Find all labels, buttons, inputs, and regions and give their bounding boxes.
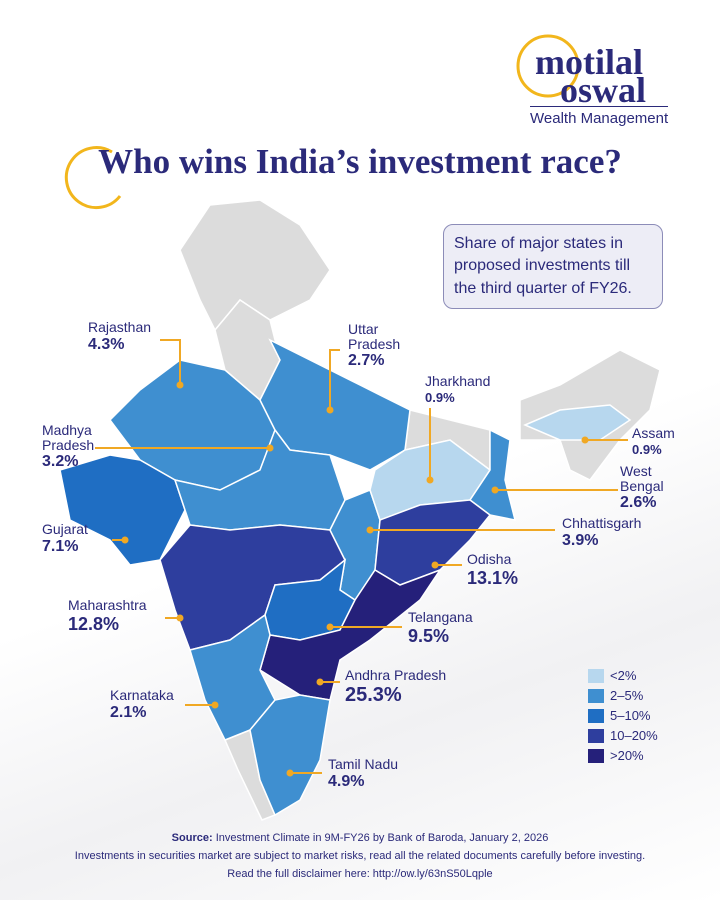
legend-item: 5–10% [588, 708, 650, 723]
source: Investment Climate in 9M-FY26 by Bank of… [215, 832, 549, 844]
legend-item: <2% [588, 668, 636, 683]
state-name: Assam [632, 425, 675, 441]
state-name: Jharkhand [425, 373, 491, 389]
state-label: Madhya Pradesh 3.2% [42, 423, 122, 471]
legend-item: 2–5% [588, 688, 643, 703]
state-label: Karnataka 2.1% [110, 688, 174, 721]
state-label: Maharashtra 12.8% [68, 598, 147, 634]
dot [266, 444, 274, 452]
state-share: 2.7% [348, 352, 385, 370]
west-bengal [468, 428, 517, 521]
legend-label: 10–20% [610, 728, 658, 743]
leader-lines [95, 339, 628, 774]
source-line: Source: Investment Climate in 9M-FY26 by… [0, 832, 720, 844]
logo-text: oswal [560, 70, 647, 110]
dot [491, 486, 499, 494]
legend-label: 2–5% [610, 688, 644, 703]
dot [326, 623, 334, 631]
state-label: Jharkhand 0.9% [425, 374, 490, 404]
state-label: Chhattisgarh 3.9% [562, 516, 641, 549]
state-share: 9.5% [408, 625, 450, 646]
state-label: West Bengal 2.6% [620, 464, 680, 512]
state-label: Andhra Pradesh 25.3% [345, 668, 446, 706]
tamil-nadu [249, 694, 331, 817]
dot [286, 769, 294, 777]
state-name: Gujarat [42, 521, 88, 537]
state-name: Madhya Pradesh [42, 422, 95, 453]
uttar-pradesh [259, 338, 411, 471]
logo-ring [516, 34, 580, 98]
states [59, 199, 661, 821]
note-box: Share of major states in proposed invest… [443, 224, 663, 310]
state-name: Rajasthan [88, 319, 152, 335]
legend-item: 10–20% [588, 728, 658, 743]
state-share: 13.1% [467, 567, 519, 588]
disclaimer: Investments in securities market are sub… [74, 850, 646, 862]
dot [176, 381, 184, 389]
state-name: Chhattisgarh [562, 515, 642, 531]
state-name: Karnataka [110, 687, 174, 703]
gujarat [59, 454, 186, 566]
leader-dots [121, 381, 589, 777]
legend-swatch [588, 688, 604, 703]
title: Who wins India’s investment race? [98, 142, 622, 181]
legend-label: >20% [610, 748, 644, 763]
state-label: Rajasthan 4.3% [88, 320, 151, 353]
state-label: Assam 0.9% [632, 426, 675, 456]
dot [431, 561, 439, 569]
dot [121, 536, 129, 544]
state-share: 4.9% [328, 772, 365, 790]
dot [211, 701, 219, 709]
state-label: Odisha 13.1% [467, 552, 518, 588]
andhra-pradesh [259, 568, 442, 701]
state-name: Maharashtra [68, 597, 147, 613]
dot [366, 526, 374, 534]
legend-label: <2% [610, 668, 637, 683]
state-share: 0.9% [632, 441, 662, 457]
state-name: West Bengal [620, 463, 664, 494]
state-share: 3.2% [42, 453, 79, 471]
source-label: Source: [171, 832, 213, 844]
state-name: Odisha [467, 551, 512, 567]
state-name: Telangana [408, 609, 473, 625]
state-name: Tamil Nadu [328, 756, 399, 772]
state-share: 12.8% [68, 613, 120, 634]
legend-swatch [588, 708, 604, 723]
dot [316, 678, 324, 686]
state-label: Tamil Nadu 4.9% [328, 757, 398, 790]
disclaimer-link: Read the full disclaimer here: http://ow… [227, 868, 493, 880]
state-share: 25.3% [345, 683, 402, 706]
state-share: 0.9% [425, 389, 455, 405]
state-label: Gujarat 7.1% [42, 522, 88, 555]
state-share: 2.6% [620, 494, 657, 512]
legend-label: 5–10% [610, 708, 651, 723]
title-ring [64, 146, 122, 210]
state-share: 7.1% [42, 537, 79, 555]
state-name: Uttar Pradesh [348, 321, 401, 352]
legend-swatch [588, 728, 604, 743]
legend-swatch [588, 668, 604, 683]
state-name: Andhra Pradesh [345, 667, 447, 683]
leader [160, 339, 181, 385]
state-label: Telangana 9.5% [408, 610, 473, 646]
state-label: Uttar Pradesh 2.7% [348, 322, 420, 370]
dot [426, 476, 434, 484]
legend-item: >20% [588, 748, 644, 763]
leader [329, 349, 340, 410]
dot [176, 614, 184, 622]
state-share: 4.3% [88, 335, 125, 353]
dot [581, 436, 589, 444]
state-share: 2.1% [110, 703, 147, 721]
legend-swatch [588, 748, 604, 763]
logo-tagline: Wealth Management [530, 106, 669, 127]
karnataka [189, 613, 276, 741]
dot [326, 406, 334, 414]
state-share: 3.9% [562, 531, 599, 549]
logo-text: motilal [535, 42, 643, 82]
assam [523, 404, 632, 441]
